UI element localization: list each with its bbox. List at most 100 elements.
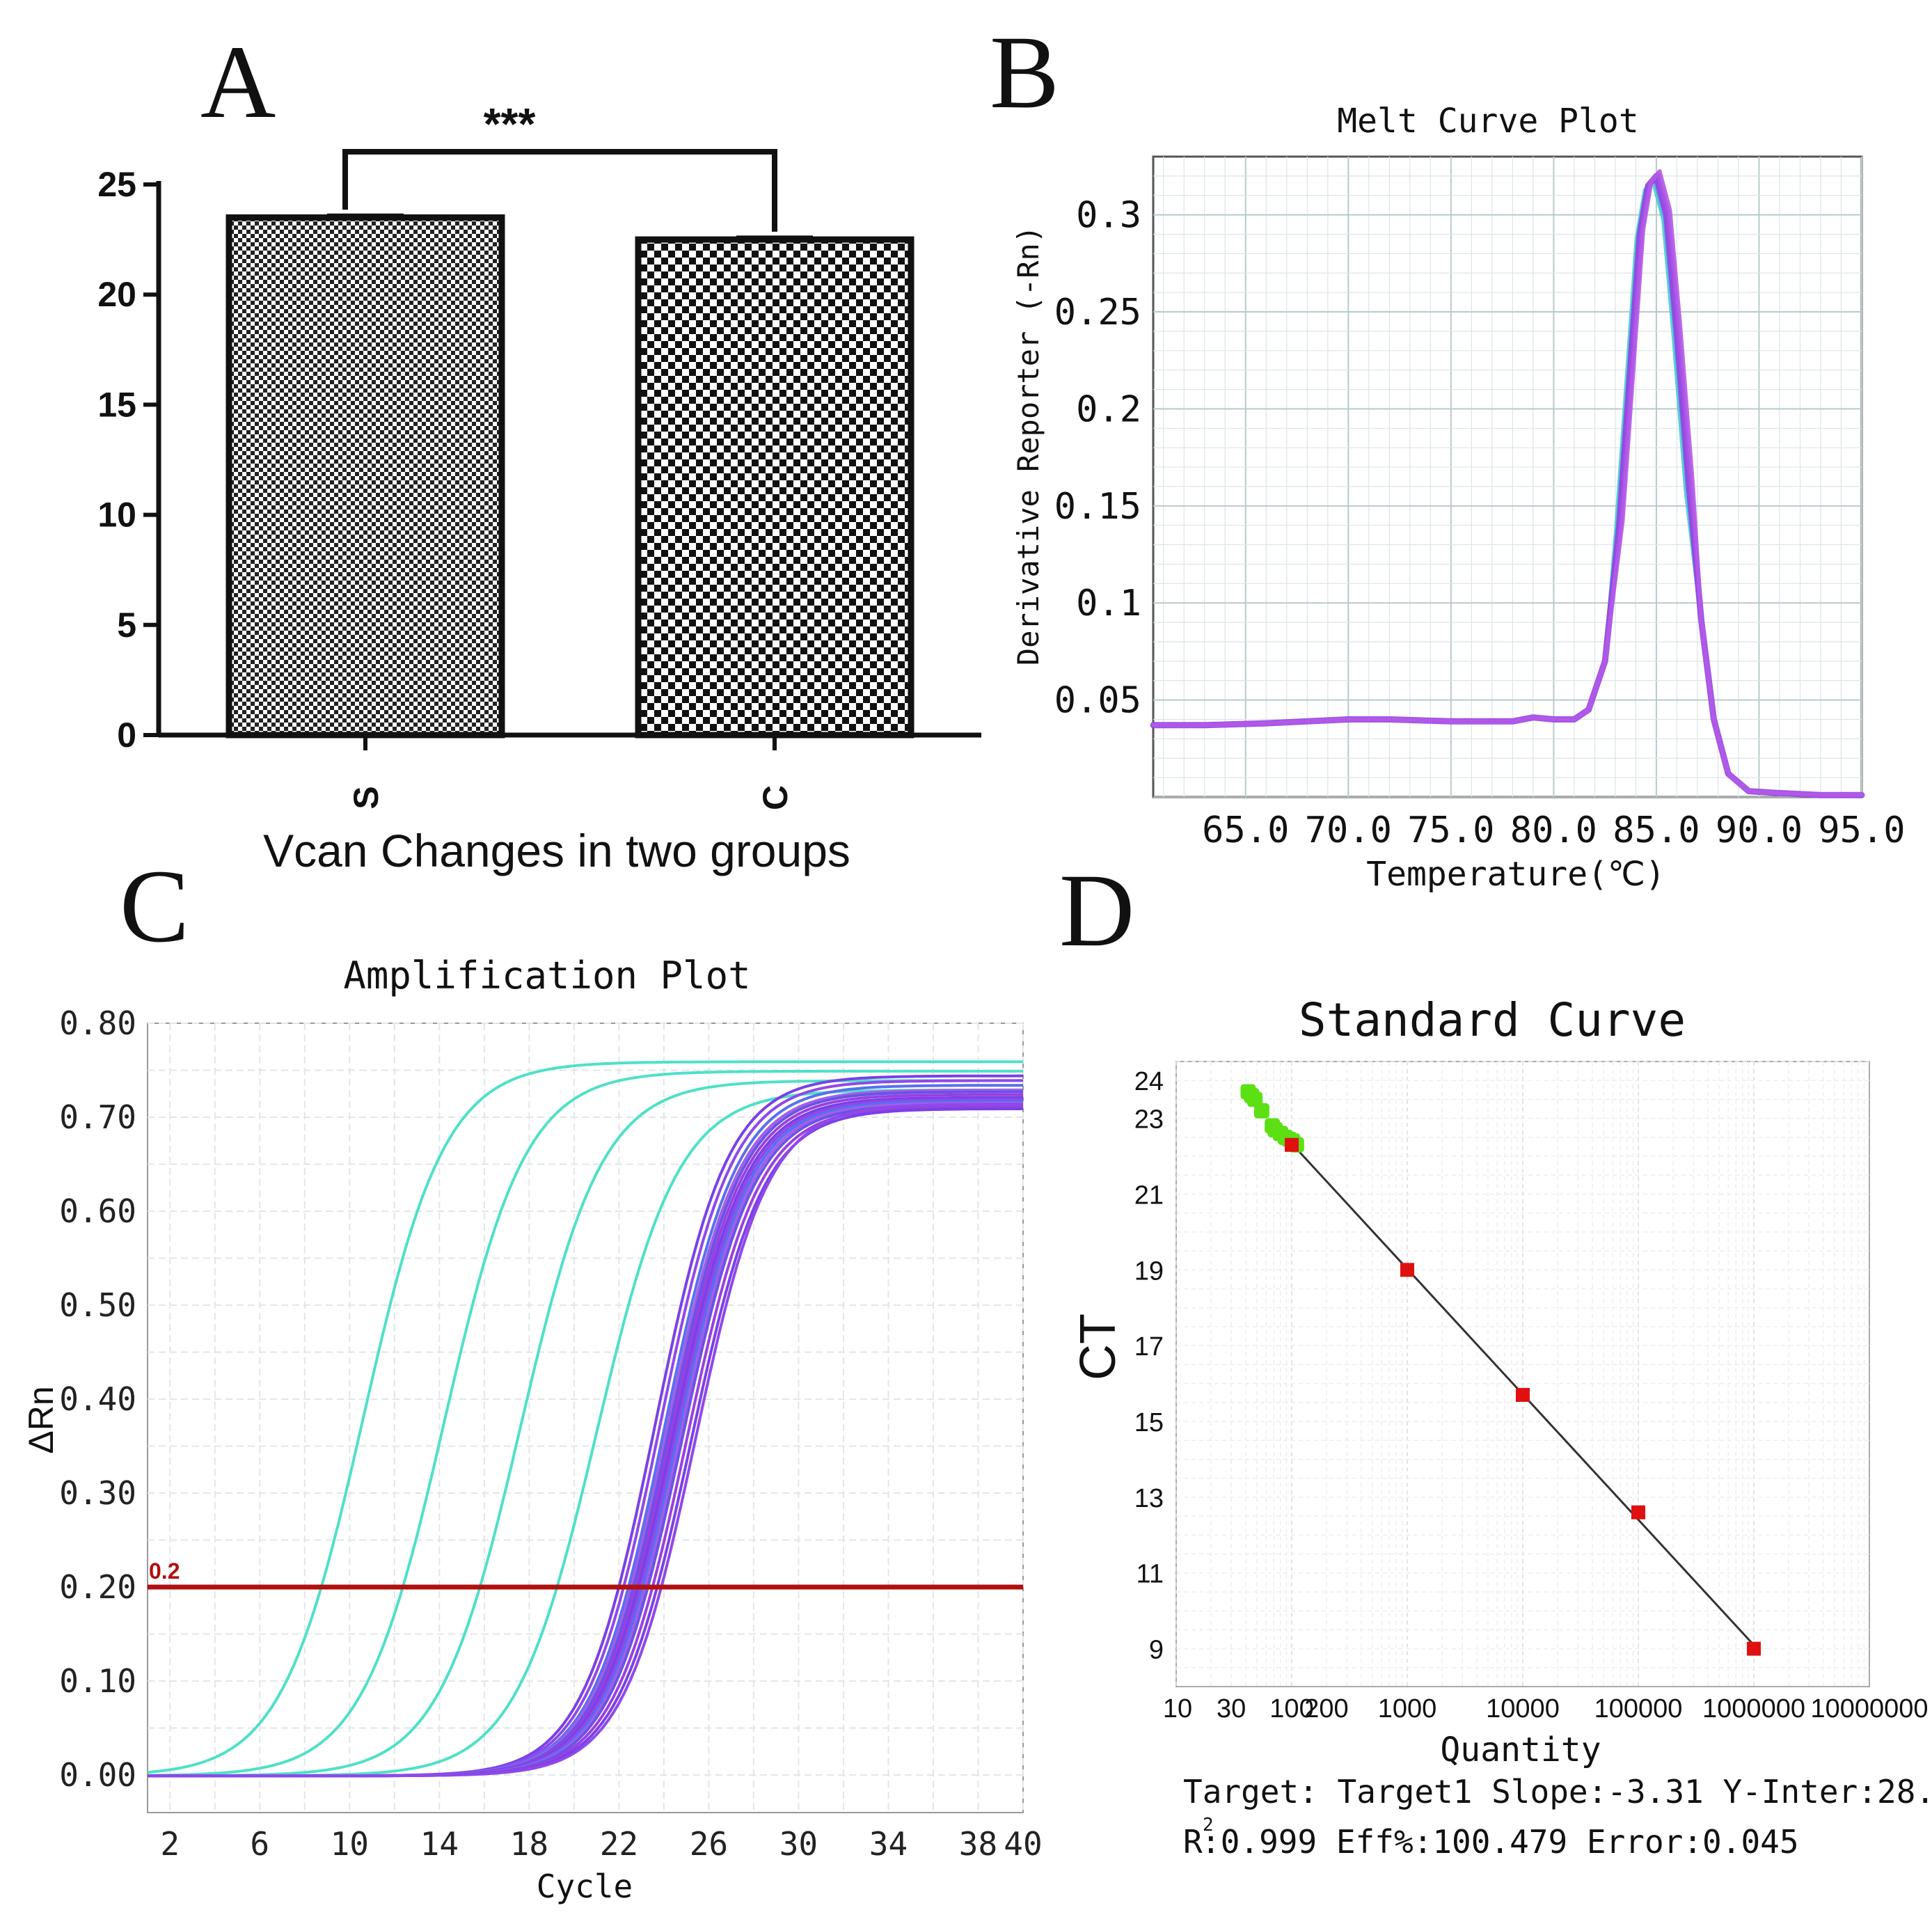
b-x-tick-label: 70.0 <box>1305 810 1392 851</box>
a-significance-bracket <box>342 149 777 232</box>
c-y-tick-label: 0.40 <box>59 1380 136 1418</box>
b-y-tick-label: 0.3 <box>1076 195 1141 237</box>
d-x-tick-label: 1000 <box>1378 1694 1437 1723</box>
c-sample-curve-line <box>148 1103 1023 1778</box>
melt-curve-chart: Melt Curve Plot 65.0 70.0 75.0 80.0 85.0 90.0… <box>1011 102 1906 894</box>
d-x-tick-label: 100000 <box>1594 1694 1683 1723</box>
c-y-label: ΔRn <box>22 1386 61 1453</box>
d-x-label: Quantity <box>1440 1730 1601 1769</box>
a-significance: *** <box>342 99 777 232</box>
d-unknown-point <box>1253 1103 1269 1119</box>
b-x-tick-label: 75.0 <box>1407 810 1494 851</box>
a-y-tick-label: 5 <box>117 606 136 645</box>
a-y-tick-label: 25 <box>97 165 136 204</box>
c-y-tick-label: 0.10 <box>59 1662 136 1700</box>
d-x-tick-label: 10000 <box>1486 1694 1560 1723</box>
c-grid <box>148 1023 1024 1813</box>
a-bar <box>225 214 505 739</box>
b-y-tick-label: 0.2 <box>1076 388 1141 430</box>
a-y-tick-label: 15 <box>97 385 136 424</box>
d-standard-point <box>1285 1137 1299 1152</box>
c-x-tick-label: 14 <box>420 1825 459 1863</box>
b-series <box>1150 169 1865 798</box>
c-title: Amplification Plot <box>343 954 750 997</box>
c-y-tick-label: 0.50 <box>59 1286 136 1324</box>
d-y-tick-label: 11 <box>1137 1560 1164 1589</box>
d-grid <box>1175 1061 1869 1687</box>
c-x-tick-label: 6 <box>250 1825 269 1863</box>
a-x-label: Vcan Changes in two groups <box>263 825 850 876</box>
c-x-tick-label: 2 <box>160 1825 180 1863</box>
d-title: Standard Curve <box>1299 993 1686 1047</box>
c-x-tick-label: 38 <box>959 1825 997 1863</box>
b-x-tick-label: 95.0 <box>1818 810 1905 851</box>
c-x-tick-label: 34 <box>869 1825 908 1863</box>
c-standard-curve-line <box>147 1060 1023 1774</box>
a-y-ticks: 0 5 10 15 20 25 <box>97 165 159 755</box>
c-threshold-label: 0.2 <box>149 1559 180 1584</box>
d-x-tick-label: 100 <box>1269 1694 1313 1723</box>
d-info-line1: Target: Target1 Slope:-3.31 Y-Inter:28.9… <box>1183 1773 1932 1810</box>
b-melt-series-line <box>1151 169 1864 798</box>
d-y-tick-label: 23 <box>1134 1105 1164 1135</box>
d-x-tick-label: 200 <box>1304 1694 1348 1723</box>
d-standard-point <box>1516 1387 1530 1402</box>
b-y-tick-label: 0.15 <box>1054 486 1141 528</box>
c-x-tick-label: 18 <box>510 1825 548 1863</box>
c-ticks: 2 6 10 14 18 22 26 30 34 38 400.000.100.200.300.40… <box>59 1004 1042 1863</box>
c-y-tick-label: 0.20 <box>59 1568 136 1606</box>
a-x-tick-label: C <box>756 785 795 810</box>
b-x-tick-label: 65.0 <box>1202 810 1289 851</box>
d-y-tick-label: 21 <box>1134 1181 1164 1210</box>
c-y-tick-label: 0.60 <box>59 1192 136 1230</box>
b-y-label: Derivative Reporter (-Rn) <box>1011 226 1045 665</box>
c-x-tick-label: 10 <box>331 1825 369 1863</box>
a-significance-label: *** <box>484 99 536 149</box>
b-plot-area <box>1152 155 1863 798</box>
d-y-tick-label: 24 <box>1134 1067 1164 1096</box>
d-info-line2: :0.999 Eff%:100.479 Error:0.045 <box>1201 1823 1799 1861</box>
d-y-label: CT <box>1070 1314 1126 1380</box>
c-y-tick-label: 0.00 <box>59 1756 136 1794</box>
c-x-tick-label: 30 <box>779 1825 818 1863</box>
panel-letter-d: D <box>1059 853 1134 968</box>
b-x-tick-label: 90.0 <box>1716 810 1803 851</box>
d-standard-point <box>1400 1263 1414 1277</box>
d-y-tick-label: 9 <box>1149 1636 1164 1665</box>
b-y-tick-label: 0.1 <box>1076 583 1141 624</box>
c-x-tick-label: 22 <box>600 1825 638 1863</box>
d-y-tick-label: 19 <box>1134 1256 1164 1286</box>
c-standard-curve-line <box>148 1079 1023 1778</box>
b-x-tick-label: 85.0 <box>1613 810 1700 851</box>
d-x-tick-label: 10000000 <box>1810 1694 1928 1723</box>
c-y-tick-label: 0.70 <box>59 1098 136 1136</box>
b-ticks: 65.0 70.0 75.0 80.0 85.0 90.0 95.0 0.05 0.1 0.15 0… <box>1054 195 1906 851</box>
a-x-tick-label: S <box>347 786 386 809</box>
b-title: Melt Curve Plot <box>1337 102 1638 141</box>
d-points <box>1240 1084 1761 1656</box>
a-y-tick-label: 10 <box>97 496 136 535</box>
c-x-label: Cycle <box>537 1868 633 1905</box>
b-x-label: Temperature(℃) <box>1366 855 1665 894</box>
d-y-tick-label: 15 <box>1134 1408 1164 1437</box>
d-x-tick-label: 1000000 <box>1702 1694 1805 1723</box>
c-x-tick-label: 40 <box>1004 1825 1042 1863</box>
b-y-tick-label: 0.05 <box>1054 680 1141 722</box>
d-y-tick-label: 13 <box>1134 1484 1164 1513</box>
c-standard-curve-line <box>147 1069 1023 1777</box>
a-y-tick-label: 0 <box>117 716 136 755</box>
a-bars <box>225 213 914 739</box>
panel-letter-c: C <box>120 849 189 964</box>
c-threshold: 0.2 <box>148 1559 1023 1590</box>
c-series <box>147 1060 1024 1778</box>
d-x-tick-label: 30 <box>1217 1694 1246 1723</box>
c-x-tick-label: 26 <box>690 1825 728 1863</box>
d-standard-point <box>1631 1505 1645 1520</box>
d-info-line2-sup: 2 <box>1203 1815 1214 1836</box>
d-info-line2-r: R <box>1183 1823 1203 1861</box>
d-y-tick-label: 17 <box>1134 1332 1164 1362</box>
b-y-tick-label: 0.25 <box>1054 292 1141 333</box>
